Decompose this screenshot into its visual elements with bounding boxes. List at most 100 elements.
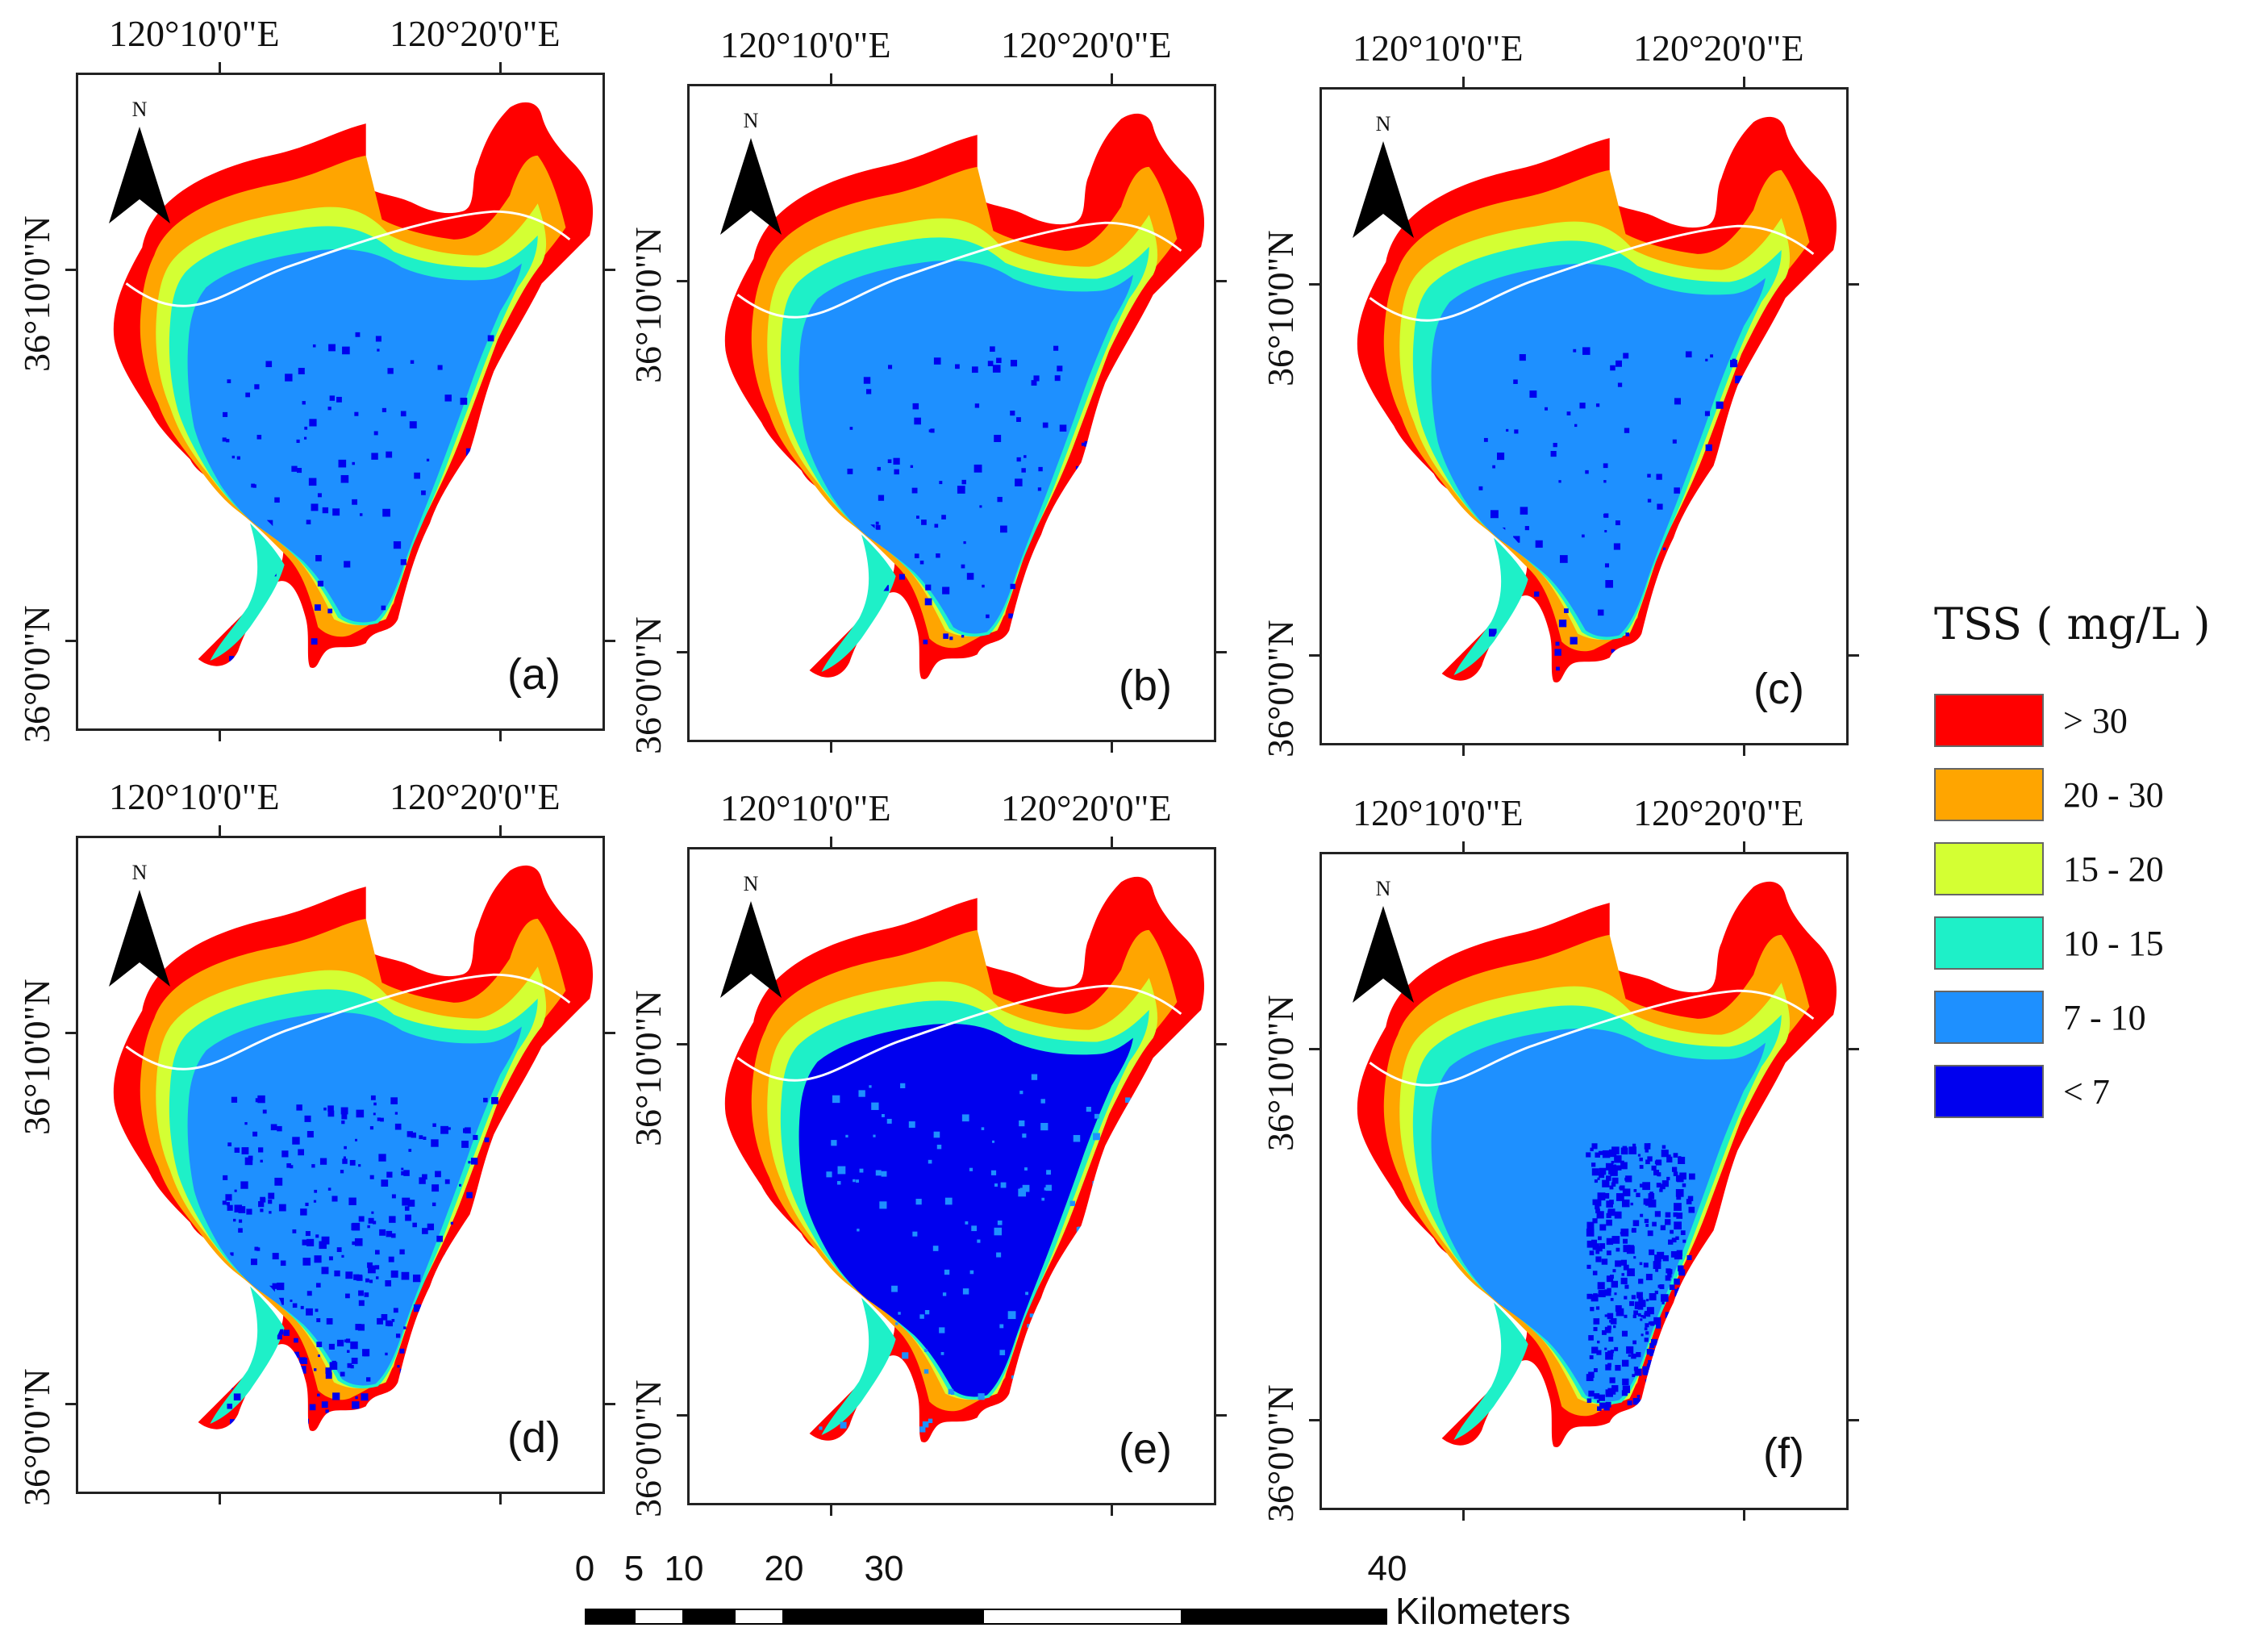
north-arrow: N (1353, 877, 1414, 1006)
legend-swatch (1934, 916, 2044, 970)
scale-tick-label: 40 (1367, 1549, 1407, 1588)
scale-unit: Kilometers (1395, 1590, 1571, 1632)
legend-label: 15 - 20 (2063, 849, 2164, 889)
latitude-label: 36°10'0"N (627, 990, 669, 1146)
lon-tick (499, 1492, 502, 1505)
legend-label: 10 - 15 (2063, 923, 2164, 963)
legend-swatch (1934, 1065, 2044, 1118)
map-panel: N 120°10'0"E 120°20'0"E 36°10'0"N 36°0'0"N (f… (1260, 792, 1859, 1522)
lon-tick (1743, 743, 1745, 756)
longitude-label: 120°20'0"E (390, 776, 561, 817)
map-panel: N 120°10'0"E 120°20'0"E 36°10'0"N 36°0'0"N (a… (16, 13, 615, 743)
lon-tick (219, 1492, 221, 1505)
scale-segment (585, 1609, 634, 1625)
lat-tick (1846, 1048, 1859, 1050)
latitude-label: 36°10'0"N (1260, 995, 1301, 1151)
latitude-label: 36°10'0"N (16, 979, 57, 1135)
tss-zone-southwest-channel (821, 534, 896, 673)
north-arrow: N (109, 861, 170, 990)
scale-tick-label: 5 (623, 1549, 644, 1588)
panel-label: (d) (507, 1413, 561, 1462)
lon-tick (830, 73, 832, 86)
longitude-label: 120°20'0"E (390, 13, 561, 54)
legend-swatch (1934, 768, 2044, 821)
north-arrow-icon (1353, 906, 1414, 1003)
latitude-label: 36°10'0"N (627, 227, 669, 383)
legend-item: 20 - 30 (1934, 757, 2257, 832)
scale-tick-label: 10 (664, 1549, 704, 1588)
lat-tick (602, 1032, 615, 1034)
tss-map (113, 865, 594, 1431)
legend-label: 20 - 30 (2063, 774, 2164, 815)
scale-segment (634, 1609, 684, 1625)
lon-tick (219, 62, 221, 75)
lat-tick (1309, 654, 1322, 657)
legend-swatch (1934, 694, 2044, 747)
lat-tick (677, 280, 690, 282)
north-arrow-icon (1353, 141, 1414, 238)
legend-item: < 7 (1934, 1054, 2257, 1129)
panel-label: (c) (1753, 665, 1804, 713)
legend-title: TSS ( mg/L ) (1934, 599, 2211, 649)
lat-tick (1309, 1419, 1322, 1421)
legend-swatch (1934, 842, 2044, 895)
lon-tick (499, 728, 502, 741)
map-panel: N 120°10'0"E 120°20'0"E 36°10'0"N 36°0'0"N (c… (1260, 27, 1859, 757)
panel-label: (e) (1119, 1425, 1172, 1473)
bridge-line (125, 973, 571, 1070)
longitude-label: 120°20'0"E (1633, 27, 1804, 69)
lon-tick (1111, 740, 1113, 753)
lat-tick (677, 1414, 690, 1417)
lon-tick (1743, 841, 1745, 854)
lat-tick (65, 1403, 78, 1405)
bridge-line (1369, 224, 1815, 322)
tss-zone-core (798, 260, 1133, 634)
longitude-label: 120°10'0"E (720, 24, 891, 65)
scale-tick-label: 20 (764, 1549, 804, 1588)
bridge-line (736, 984, 1182, 1082)
legend-item: 7 - 10 (1934, 980, 2257, 1054)
latitude-label: 36°10'0"N (16, 215, 57, 372)
north-letter: N (131, 98, 148, 121)
lat-tick (1846, 654, 1859, 657)
north-arrow: N (720, 872, 782, 1001)
tss-map (724, 113, 1205, 679)
scale-segment (684, 1609, 734, 1625)
latitude-label: 36°0'0"N (627, 616, 669, 754)
legend: TSS ( mg/L ) > 30 20 - 30 15 - 20 10 - 15 7 … (1934, 599, 2257, 1129)
lon-tick (219, 728, 221, 741)
tss-zone-core (1431, 263, 1766, 637)
tss-zone-core (187, 248, 522, 623)
latitude-label: 36°10'0"N (1260, 230, 1301, 386)
latitude-label: 36°0'0"N (1260, 1384, 1301, 1522)
longitude-label: 120°20'0"E (1001, 787, 1172, 828)
north-arrow-icon (720, 138, 782, 235)
lon-tick (1111, 73, 1113, 86)
lat-tick (1309, 1048, 1322, 1050)
lat-tick (1214, 1414, 1227, 1417)
scale-segment (784, 1609, 982, 1625)
map-panel: N 120°10'0"E 120°20'0"E 36°10'0"N 36°0'0"N (d… (16, 776, 615, 1506)
bridge-line (125, 210, 571, 307)
tss-map (113, 102, 594, 668)
tss-zone-southwest-channel (1453, 537, 1528, 676)
lon-tick (1111, 837, 1113, 849)
lon-tick (1462, 1508, 1465, 1521)
north-arrow: N (1353, 112, 1414, 241)
lat-tick (65, 269, 78, 271)
lon-tick (830, 837, 832, 849)
scale-segment (1182, 1609, 1387, 1625)
tss-zone-southwest-channel (210, 1286, 285, 1425)
lat-tick (1846, 283, 1859, 286)
north-arrow-icon (109, 890, 170, 987)
bridge-line (736, 221, 1182, 319)
tss-zone-southwest-channel (1453, 1302, 1528, 1441)
map-panel: N 120°10'0"E 120°20'0"E 36°10'0"N 36°0'0"N (b… (627, 24, 1227, 754)
north-letter: N (1375, 877, 1391, 900)
bridge-line (1369, 989, 1815, 1087)
scale-segment (734, 1609, 784, 1625)
legend-item: > 30 (1934, 683, 2257, 757)
tss-zone-southwest-channel (210, 523, 285, 661)
lon-tick (1111, 1503, 1113, 1516)
lat-tick (65, 1032, 78, 1034)
